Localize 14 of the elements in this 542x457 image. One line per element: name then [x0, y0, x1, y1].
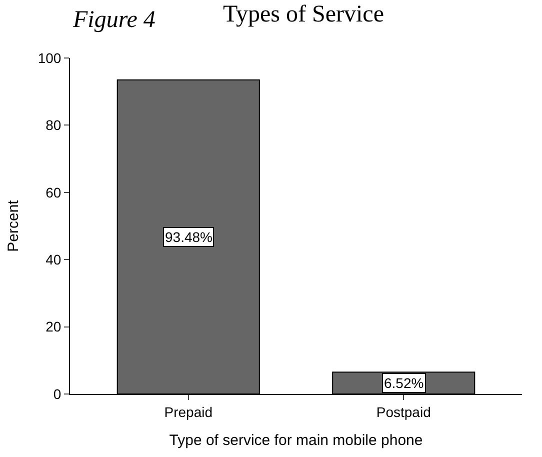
y-axis-title: Percent: [5, 199, 22, 252]
y-tick-label: 60: [46, 184, 62, 200]
x-tick-label: Postpaid: [376, 404, 431, 420]
data-label: 6.52%: [384, 375, 424, 391]
caption: Figure 4: [72, 7, 156, 33]
y-tick-label: 40: [46, 252, 62, 268]
y-tick-label: 0: [53, 386, 62, 402]
y-tick-label: 20: [46, 318, 62, 335]
x-axis-title: Type of service for main mobile phone: [169, 432, 423, 449]
y-tick-label: 100: [38, 50, 62, 66]
y-tick-label: 80: [46, 117, 62, 134]
chart-title: Types of Service: [223, 1, 384, 28]
x-tick-label: Prepaid: [164, 404, 213, 420]
data-label: 93.48%: [165, 229, 212, 245]
